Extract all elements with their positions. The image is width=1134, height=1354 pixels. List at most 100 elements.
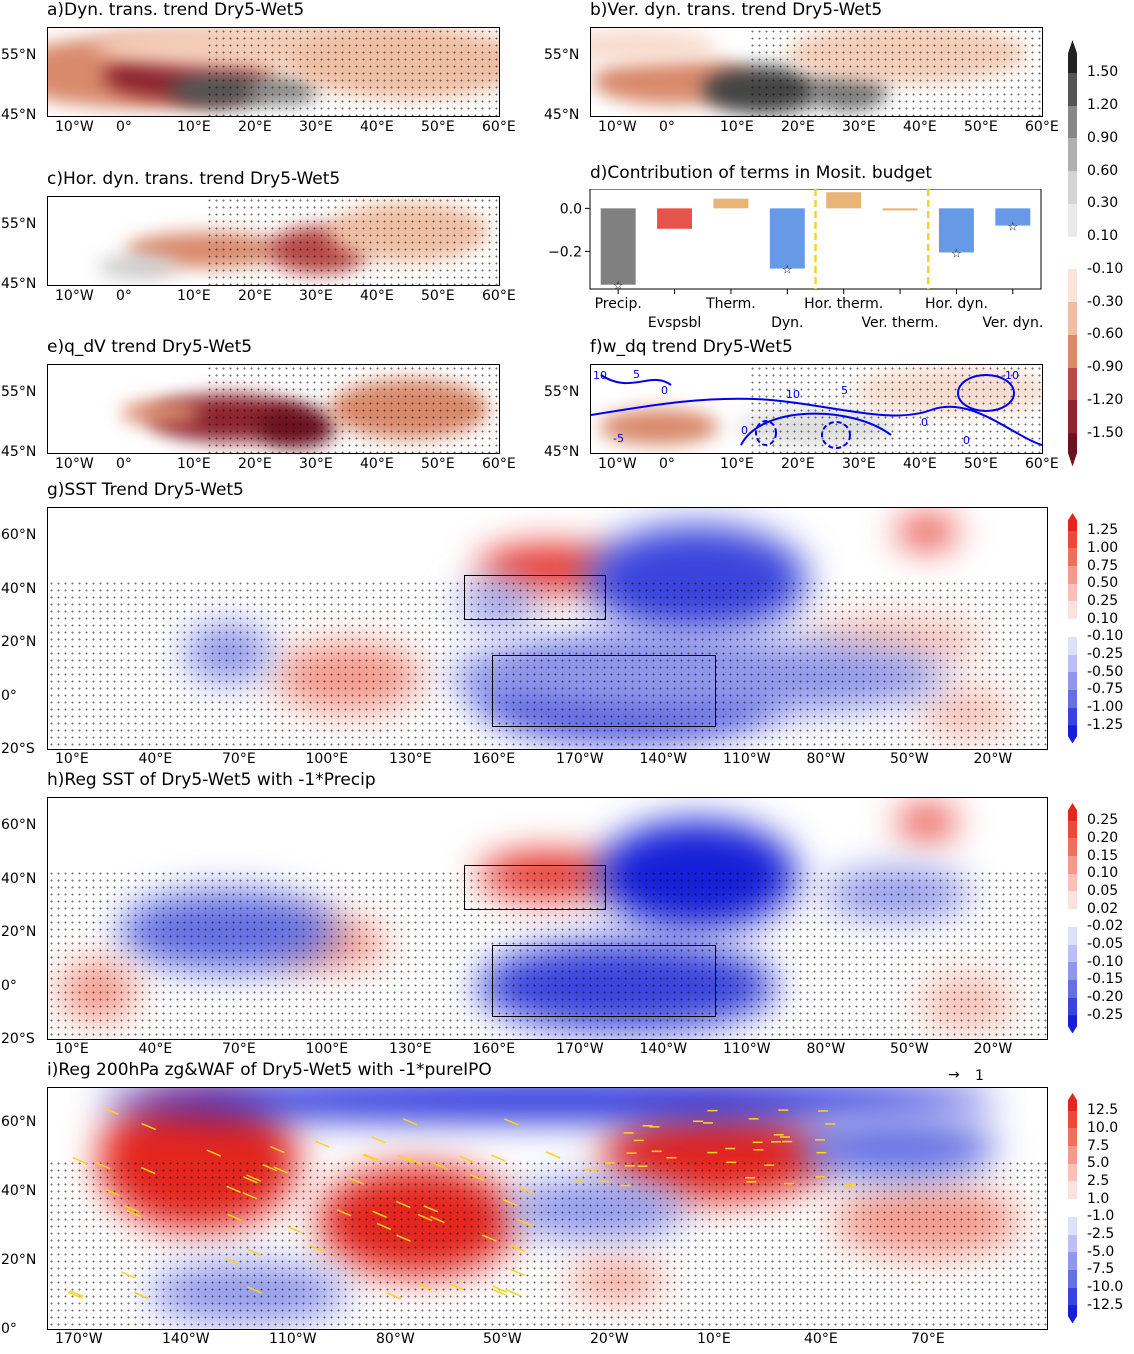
lat-tick-label: 40°N: [1, 1183, 37, 1199]
colorbar-segment: [1068, 997, 1077, 1016]
panel-h-title: h)Reg SST of Dry5-Wet5 with -1*Precip: [47, 770, 376, 790]
significance-star: ☆: [1007, 220, 1018, 234]
lon-tick-label: 40°E: [903, 456, 937, 472]
significance-star: ☆: [951, 246, 962, 260]
lon-tick-label: 160°E: [472, 1041, 516, 1057]
lat-tick-label: 20°N: [1, 1252, 37, 1268]
colorbar-segment: [1068, 334, 1077, 369]
lon-tick-label: 10°W: [55, 288, 94, 304]
colorbar-tick-label: -0.25: [1087, 646, 1124, 663]
anomaly-shading: [120, 401, 201, 426]
lon-tick-label: 50°W: [890, 1041, 929, 1057]
lon-tick-label: 50°E: [964, 119, 998, 135]
lat-tick-label: 55°N: [544, 384, 580, 400]
bar-6: [938, 208, 974, 253]
colorbar-segment: [1068, 1252, 1077, 1271]
colorbar-tick-label: 7.5: [1087, 1137, 1110, 1154]
lon-tick-label: 20°E: [238, 119, 272, 135]
colorbar-tick-label: 5.0: [1087, 1155, 1110, 1172]
panel-g-title: g)SST Trend Dry5-Wet5: [47, 480, 244, 500]
lat-tick-label: 60°N: [1, 527, 37, 543]
colorbar-segment: [1068, 1287, 1077, 1306]
lon-tick-label: 140°W: [639, 751, 688, 767]
lon-tick-label: 10°E: [55, 751, 89, 767]
lon-tick-label: 110°W: [723, 751, 771, 767]
lon-tick-label: 0°: [116, 456, 132, 472]
colorbar-segment: [1068, 654, 1077, 673]
lon-tick-label: 60°E: [1025, 456, 1059, 472]
lon-tick-label: 10°E: [55, 1041, 89, 1057]
colorbar-tick-label: -0.05: [1087, 936, 1124, 953]
significance-stippling: [205, 365, 499, 453]
significance-stippling: [48, 870, 1047, 1039]
colorbar-tick-label: -1.25: [1087, 716, 1124, 733]
lon-tick-label: 20°E: [781, 119, 815, 135]
colorbar-tick-label: 12.5: [1087, 1102, 1119, 1119]
colorbar-segment: [1068, 1146, 1077, 1165]
region-box-tropical: [491, 945, 716, 1017]
lon-tick-label: 50°E: [964, 456, 998, 472]
colorbar-tick-label: -0.10: [1087, 953, 1124, 970]
lon-tick-label: 80°W: [806, 1041, 846, 1057]
colorbar-segment: [1068, 1110, 1077, 1129]
lat-tick-label: 40°N: [1, 870, 37, 887]
colorbar-segment: [1068, 72, 1077, 107]
lon-tick-label: 0°: [659, 119, 675, 135]
lat-tick-label: 55°N: [1, 384, 37, 400]
bar-2: [713, 198, 749, 209]
lon-tick-label: 160°E: [472, 751, 516, 767]
colorbar-tick-label: 0.10: [1087, 610, 1119, 627]
lon-tick-label: 70°E: [222, 751, 256, 767]
lat-tick-label: 0°: [1, 1321, 17, 1337]
y-tick-label: 0.0: [560, 201, 582, 217]
anomaly-shading: [897, 517, 958, 548]
colorbar-segment: [1068, 171, 1077, 205]
colorbar-segment: [1068, 400, 1077, 434]
region-box-north: [463, 865, 606, 911]
panel-b-title: b)Ver. dyn. trans. trend Dry5-Wet5: [590, 0, 883, 20]
colorbar-tick-label: 0.05: [1087, 882, 1119, 899]
contour-label: 0: [963, 434, 970, 447]
lon-tick-label: 30°E: [842, 119, 876, 135]
x-tick-label: Ver. therm.: [862, 315, 939, 331]
panel-i-map: [47, 1087, 1048, 1330]
significance-stippling: [205, 197, 499, 285]
panel-g-map: [47, 507, 1048, 750]
lat-tick-label: 45°N: [544, 107, 580, 123]
lon-tick-label: 130°E: [389, 751, 432, 767]
colorbar-segment: [1068, 1199, 1077, 1218]
colorbar-tick-label: -1.50: [1087, 424, 1124, 441]
panel-f-map: 10 5 0 -5 10 5 0 0 -10 0: [590, 364, 1043, 454]
lon-tick-label: 10°E: [697, 1331, 731, 1347]
significance-stippling: [48, 1160, 1047, 1329]
lon-tick-label: 30°E: [299, 119, 333, 135]
colorbar-tick-label: -0.20: [1087, 989, 1124, 1006]
lat-tick-label: 20°S: [1, 741, 35, 757]
anomaly-shading: [897, 807, 958, 838]
lat-tick-label: 20°N: [1, 924, 37, 940]
lon-tick-label: 20°E: [781, 456, 815, 472]
bar-5: [882, 208, 918, 211]
x-tick-label: Precip.: [595, 296, 642, 312]
significance-star: ☆: [613, 279, 624, 293]
colorbar-segment: [1068, 1305, 1077, 1324]
lon-tick-label: 10°E: [177, 288, 211, 304]
panel-c-title: c)Hor. dyn. trans. trend Dry5-Wet5: [47, 169, 341, 189]
panel-e-title: e)q_dV trend Dry5-Wet5: [47, 337, 253, 357]
region-box-tropical: [491, 655, 716, 727]
y-tick-label: −0.2: [548, 244, 582, 260]
lat-tick-label: 55°N: [544, 47, 580, 63]
colorbar-tick-label: -0.02: [1087, 918, 1124, 935]
lat-tick-label: 20°S: [1, 1031, 35, 1047]
lon-tick-label: 140°W: [162, 1331, 210, 1347]
lon-tick-label: 110°W: [723, 1041, 771, 1057]
colorbar-segment: [1068, 926, 1077, 946]
colorbar-segment: [1068, 820, 1077, 839]
colorbar-segment: [1068, 891, 1077, 910]
lon-tick-label: 10°W: [598, 119, 637, 135]
lon-tick-label: 20°W: [973, 1041, 1013, 1057]
lon-tick-label: 10°E: [177, 456, 211, 472]
colorbar-tick-label: -12.5: [1087, 1296, 1124, 1313]
